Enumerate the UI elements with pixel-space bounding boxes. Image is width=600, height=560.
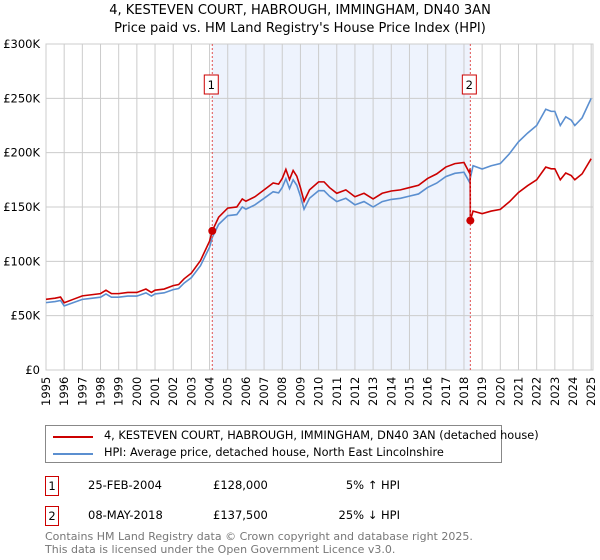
y-tick-label: £50K (11, 309, 41, 323)
x-tick-label: 2011 (330, 377, 344, 406)
legend-line-property (53, 436, 93, 438)
sale-marker-box (203, 74, 219, 95)
x-tick-label: 2018 (457, 377, 471, 406)
x-tick-label: 2016 (421, 377, 435, 406)
footer-license: This data is licensed under the Open Gov… (45, 543, 396, 556)
legend: 4, KESTEVEN COURT, HABROUGH, IMMINGHAM, … (45, 425, 539, 463)
sale-marker-label: 2 (466, 78, 473, 92)
x-tick-label: 2019 (475, 377, 489, 406)
x-tick-label: 1999 (112, 377, 126, 406)
sale-point (466, 216, 475, 225)
sale-marker-badge: 2 (45, 506, 59, 526)
x-tick-label: 2009 (293, 377, 307, 406)
footer-copyright: Contains HM Land Registry data © Crown c… (45, 530, 473, 543)
legend-hpi: HPI: Average price, detached house, Nort… (104, 446, 444, 459)
sale-row: 1 25-FEB-2004 £128,000 5% ↑ HPI (45, 476, 565, 496)
legend-line-hpi (53, 453, 93, 455)
sale-marker-box (461, 74, 477, 95)
sale-date: 08-MAY-2018 (88, 508, 163, 522)
x-tick-label: 1995 (39, 377, 53, 406)
sale-row: 2 08-MAY-2018 £137,500 25% ↓ HPI (45, 506, 565, 526)
x-tick-label: 2014 (384, 377, 398, 406)
x-tick-label: 2007 (257, 377, 271, 406)
sale-point (208, 226, 217, 235)
y-tick-label: £200K (3, 146, 40, 160)
x-tick-label: 2015 (402, 377, 416, 406)
legend-property: 4, KESTEVEN COURT, HABROUGH, IMMINGHAM, … (104, 429, 539, 442)
x-tick-label: 2000 (130, 377, 144, 406)
x-tick-label: 2021 (511, 377, 525, 406)
x-tick-label: 2022 (530, 377, 544, 406)
x-tick-label: 2025 (584, 377, 598, 406)
price-chart: 1995 1996 1997 1998 1999 2000 2001 2002 2003 2004… (3, 37, 598, 406)
y-tick-label: £0 (25, 363, 40, 377)
chart-subtitle: Price paid vs. HM Land Registry's House … (114, 21, 486, 36)
sale-hpi-diff: 5% ↑ HPI (345, 478, 400, 492)
sale-marker-badge: 1 (45, 476, 59, 496)
x-tick-label: 2012 (348, 377, 362, 406)
hpi-line (45, 97, 592, 307)
x-tick-label: 1997 (75, 377, 89, 406)
x-tick-label: 2005 (221, 377, 235, 406)
x-tick-label: 2006 (239, 377, 253, 406)
property-line (45, 158, 592, 304)
x-tick-label: 2008 (275, 377, 289, 406)
x-tick-label: 2017 (439, 377, 453, 406)
x-tick-label: 2003 (184, 377, 198, 406)
x-tick-label: 2024 (566, 377, 580, 406)
x-tick-label: 2010 (312, 377, 326, 406)
sale-price: £137,500 (213, 508, 268, 522)
chart-title: 4, KESTEVEN COURT, HABROUGH, IMMINGHAM, … (109, 3, 491, 18)
x-tick-label: 1998 (94, 377, 108, 406)
x-tick-label: 1996 (57, 377, 71, 406)
x-tick-label: 2013 (366, 377, 380, 406)
x-tick-label: 2001 (148, 377, 162, 406)
y-tick-label: £100K (3, 254, 40, 268)
plot-frame (45, 43, 594, 371)
sale-hpi-diff: 25% ↓ HPI (338, 508, 400, 522)
x-tick-label: 2004 (203, 377, 217, 406)
y-tick-label: £250K (3, 91, 40, 105)
x-tick-label: 2002 (166, 377, 180, 406)
y-tick-label: £300K (3, 37, 40, 51)
y-tick-label: £150K (3, 200, 40, 214)
x-tick-label: 2023 (548, 377, 562, 406)
sale-date: 25-FEB-2004 (88, 478, 162, 492)
x-tick-label: 2020 (493, 377, 507, 406)
sale-price: £128,000 (213, 478, 268, 492)
sale-marker-label: 1 (208, 78, 215, 92)
